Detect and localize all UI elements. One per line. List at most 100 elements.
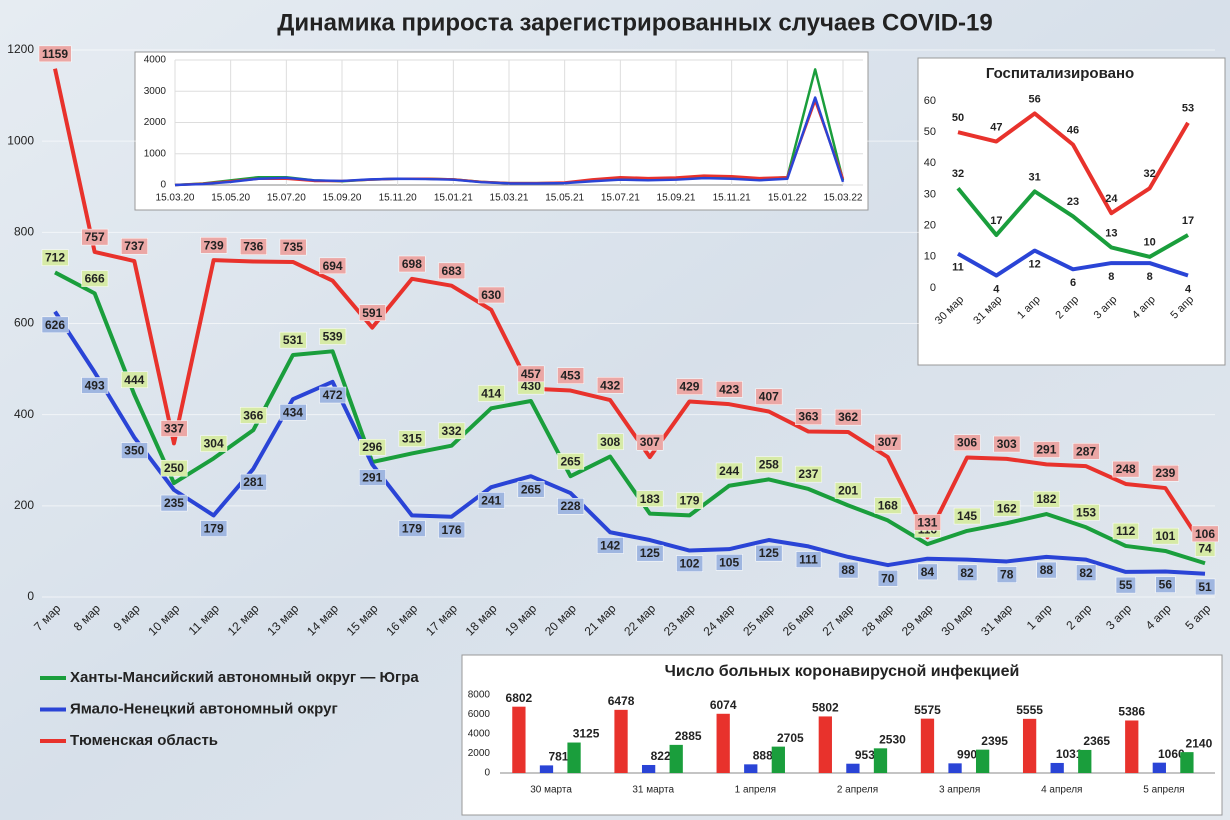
data-label: 228 bbox=[561, 499, 581, 513]
data-label-box bbox=[240, 238, 267, 255]
data-label-box bbox=[957, 564, 978, 582]
bar bbox=[614, 709, 628, 773]
bar-box bbox=[461, 654, 1223, 816]
data-label-box bbox=[795, 408, 823, 425]
data-label: 332 bbox=[442, 424, 462, 438]
data-label: 183 bbox=[640, 492, 660, 506]
data-label-box bbox=[1191, 525, 1219, 543]
data-label: 265 bbox=[521, 482, 541, 496]
data-label: 50 bbox=[952, 112, 964, 124]
data-label-box bbox=[1195, 578, 1216, 596]
data-label-box bbox=[398, 255, 426, 273]
legend-label: Ямало-Ненецкий автономный округ bbox=[70, 700, 338, 717]
data-label-box bbox=[1112, 460, 1140, 478]
data-label: 55 bbox=[1119, 578, 1133, 592]
data-label-box bbox=[953, 507, 981, 525]
y-tick-label: 2000 bbox=[144, 117, 167, 128]
x-tick-label: 15.09.20 bbox=[323, 193, 362, 204]
y-tick-label: 8000 bbox=[468, 690, 491, 701]
data-label-box bbox=[160, 494, 188, 512]
data-label: 531 bbox=[283, 333, 303, 347]
data-label: 306 bbox=[957, 436, 977, 450]
data-label-box bbox=[636, 433, 664, 451]
bar bbox=[1022, 718, 1037, 773]
data-label: 125 bbox=[640, 546, 660, 560]
series-line bbox=[957, 248, 1189, 278]
data-label-box bbox=[874, 433, 902, 451]
data-label-box bbox=[676, 555, 704, 572]
data-label: 31 bbox=[1029, 171, 1041, 183]
bar bbox=[567, 742, 581, 773]
data-label: 363 bbox=[798, 410, 818, 424]
data-label: 105 bbox=[719, 555, 739, 569]
data-label: 429 bbox=[679, 380, 699, 394]
data-label: 307 bbox=[878, 435, 898, 449]
bar bbox=[948, 763, 962, 773]
data-label: 32 bbox=[952, 168, 964, 180]
data-label: 6 bbox=[1070, 277, 1076, 289]
y-tick-label: 1000 bbox=[7, 133, 34, 147]
hospital-box bbox=[917, 57, 1226, 366]
series-line bbox=[54, 270, 1206, 566]
data-label-box bbox=[279, 404, 307, 421]
data-label: 241 bbox=[481, 493, 501, 507]
data-label: 6802 bbox=[506, 691, 533, 705]
data-label: 683 bbox=[442, 264, 462, 278]
data-label-box bbox=[121, 442, 148, 459]
legend-label: Ханты-Мансийский автономный округ — Югра bbox=[70, 669, 419, 686]
data-label: 125 bbox=[759, 546, 779, 560]
x-tick-label: 15.11.20 bbox=[379, 193, 418, 204]
y-tick-label: 0 bbox=[484, 768, 490, 779]
data-label: 736 bbox=[243, 240, 263, 254]
data-label: 781 bbox=[548, 750, 568, 764]
data-label: 182 bbox=[1036, 492, 1056, 506]
data-label: 1031 bbox=[1056, 747, 1083, 761]
bar bbox=[1050, 762, 1064, 773]
data-label-box bbox=[81, 377, 109, 394]
data-label-box bbox=[755, 544, 783, 562]
x-tick-label: 30 марта bbox=[530, 785, 572, 796]
data-label: 84 bbox=[921, 565, 935, 579]
y-tick-label: 200 bbox=[14, 498, 34, 512]
data-label-box bbox=[795, 465, 823, 483]
data-label: 112 bbox=[1116, 524, 1136, 538]
data-label-box bbox=[279, 238, 307, 256]
data-label-box bbox=[81, 270, 109, 287]
data-label: 591 bbox=[362, 306, 382, 320]
data-label: 444 bbox=[124, 373, 144, 387]
y-tick-label: 4000 bbox=[144, 55, 167, 66]
data-label: 2395 bbox=[981, 734, 1008, 748]
x-tick-label: 4 апреля bbox=[1041, 785, 1082, 796]
data-label-box bbox=[755, 388, 783, 405]
bar bbox=[669, 744, 683, 773]
y-tick-label: 6000 bbox=[468, 709, 491, 720]
data-label: 291 bbox=[1036, 443, 1056, 457]
y-tick-label: 600 bbox=[14, 316, 34, 330]
x-tick-label: 15.05.21 bbox=[545, 193, 584, 204]
data-label: 70 bbox=[881, 571, 895, 585]
data-label: 626 bbox=[45, 318, 65, 332]
data-label-box bbox=[557, 497, 585, 515]
x-tick-label: 15.09.21 bbox=[657, 193, 696, 204]
data-label-box bbox=[1033, 441, 1060, 458]
data-label: 493 bbox=[85, 378, 105, 392]
data-label: 162 bbox=[997, 501, 1017, 515]
data-label: 47 bbox=[990, 121, 1002, 133]
data-label-box bbox=[596, 433, 624, 451]
data-label: 2365 bbox=[1083, 734, 1110, 748]
data-label-box bbox=[200, 520, 228, 537]
data-label-box bbox=[596, 537, 624, 554]
data-label-box bbox=[914, 514, 941, 531]
data-label-box bbox=[279, 331, 307, 349]
data-label: 366 bbox=[243, 408, 263, 422]
y-tick-label: 30 bbox=[924, 188, 936, 200]
data-label: 32 bbox=[1144, 168, 1156, 180]
data-label: 78 bbox=[1000, 568, 1014, 582]
y-tick-label: 0 bbox=[160, 180, 166, 191]
data-label: 472 bbox=[323, 388, 343, 402]
data-label: 2705 bbox=[777, 731, 804, 745]
data-label: 308 bbox=[600, 435, 620, 449]
data-label-box bbox=[715, 462, 743, 480]
data-label-box bbox=[438, 521, 466, 539]
data-label-box bbox=[200, 435, 228, 452]
